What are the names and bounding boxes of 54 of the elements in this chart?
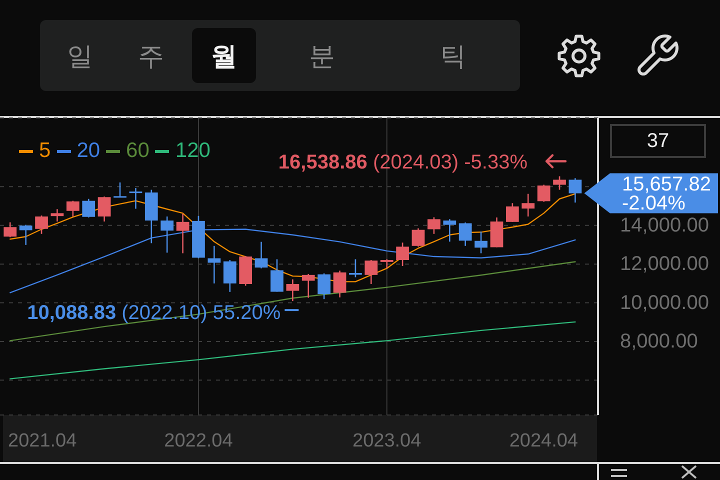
y-tick-label: 8,000.00 [620,330,698,352]
candlestick [568,178,582,204]
candlestick [286,278,300,302]
legend-label: 20 [76,139,100,163]
number-field: 37 [610,124,706,158]
candlestick [537,184,550,202]
candlestick [458,222,472,247]
candlestick [176,213,190,254]
legend-label: 5 [39,139,51,163]
text: 주 [137,40,165,73]
candlestick [98,196,111,222]
y-tick-label: 10,000.00 [620,292,709,314]
text: 2021.04 [8,430,78,452]
candlestick [35,214,48,235]
y-tick-label: 12,000.00 [620,253,709,276]
candlestick [223,259,236,293]
candlestick [82,198,96,218]
line-series [10,228,576,294]
candlestick [412,228,425,248]
candlestick [318,272,330,300]
candlestick [553,176,566,190]
candlestick [302,273,315,298]
candlestick [254,241,268,269]
candlestick [443,218,456,242]
text: 월 [210,40,238,73]
text: 분 [308,40,336,73]
text: 일 [66,40,94,73]
text: 2024.04 [509,430,578,452]
candlestick [364,259,378,285]
candlestick [114,182,126,198]
candlestick [160,216,174,254]
line-series [10,261,576,342]
candlestick [4,222,17,238]
annotation: 16,538.86 (2024.03) -5.33% [278,151,528,174]
candlestick [129,187,142,210]
candlestick [50,208,64,222]
candlestick [380,258,394,269]
candlestick [333,270,346,298]
candlestick [428,216,440,235]
candlestick [66,200,80,218]
candlestick [506,202,519,223]
legend-label: 120 [175,139,210,163]
candlestick [270,258,284,292]
candlestick [396,242,409,267]
text: 틱 [439,40,467,73]
y-tick-label: 14,000.00 [620,214,709,236]
candlestick [474,230,488,254]
legend-label: 60 [126,139,150,163]
candlestick [522,193,535,218]
candlestick [19,224,32,246]
x-tick-label: 2023.04 [352,430,422,452]
annotation: 15,657.82 -2.04% [622,173,711,214]
annotation: 10,088.83 (2022.10) 55.20% [27,302,281,324]
x-tick-label: 2022.04 [164,430,234,452]
